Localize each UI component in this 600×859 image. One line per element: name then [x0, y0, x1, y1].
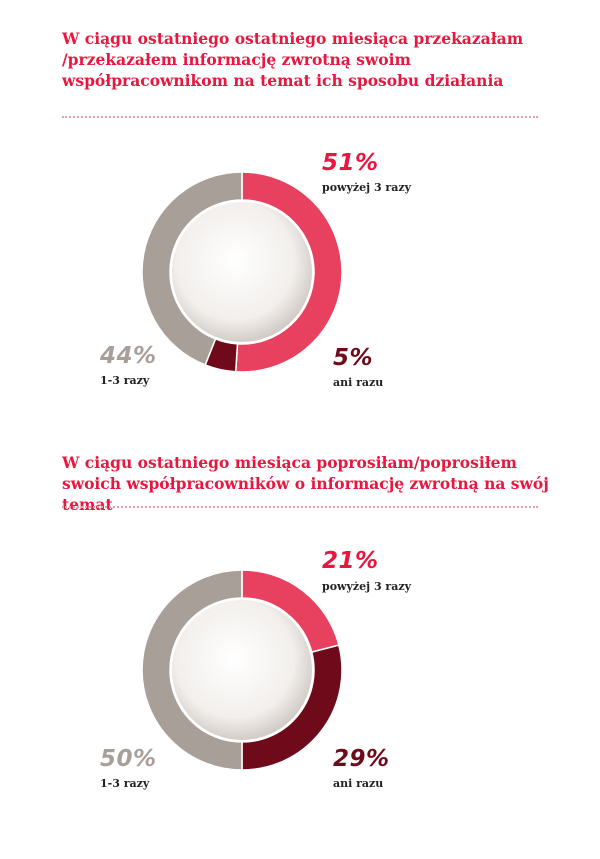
chart-1-value-1-3: 44% — [100, 343, 157, 369]
chart-1-label-1-3: 1-3 razy — [100, 374, 150, 387]
chart-2-value-none: 29% — [333, 746, 390, 772]
chart-2-title-line-2: swoich współpracowników o informację zwr… — [62, 474, 549, 514]
chart-1-title-line-1: W ciągu ostatniego ostatniego miesiąca p… — [62, 29, 524, 48]
chart-2-label-none: ani razu — [333, 777, 384, 790]
chart-1-label-above-3: powyżej 3 razy — [322, 181, 411, 194]
chart-2-donut-center — [172, 600, 312, 740]
chart-1-donut-center — [172, 202, 312, 342]
chart-1-slice-1-3 — [141, 171, 243, 366]
chart-2-label-1-3: 1-3 razy — [100, 777, 150, 790]
chart-1-slice-above-3 — [234, 171, 343, 373]
chart-2-divider — [62, 506, 538, 508]
chart-2-value-above-3: 21% — [322, 548, 379, 574]
chart-1-title: W ciągu ostatniego ostatniego miesiąca p… — [62, 28, 582, 91]
chart-section-1: W ciągu ostatniego ostatniego miesiąca p… — [62, 28, 582, 389]
chart-1-label-none: ani razu — [333, 376, 384, 389]
chart-2-title-line-1: W ciągu ostatniego miesiąca poprosiłam/p… — [62, 453, 517, 472]
chart-1-title-line-2: /przekazałem informację zwrotną swoim — [62, 50, 411, 69]
chart-1-donut — [141, 171, 343, 373]
chart-2-slice-1-3 — [141, 569, 243, 771]
chart-1-value-none: 5% — [333, 345, 374, 371]
chart-1-divider — [62, 116, 538, 118]
chart-2-donut — [141, 569, 343, 771]
chart-1-title-line-3: współpracownikom na temat ich sposobu dz… — [62, 71, 504, 90]
chart-2-title: W ciągu ostatniego miesiąca poprosiłam/p… — [62, 452, 582, 515]
chart-2-label-above-3: powyżej 3 razy — [322, 580, 411, 593]
chart-2-value-1-3: 50% — [100, 746, 157, 772]
chart-section-2: W ciągu ostatniego miesiąca poprosiłam/p… — [0, 440, 600, 859]
chart-1-value-above-3: 51% — [322, 150, 379, 176]
